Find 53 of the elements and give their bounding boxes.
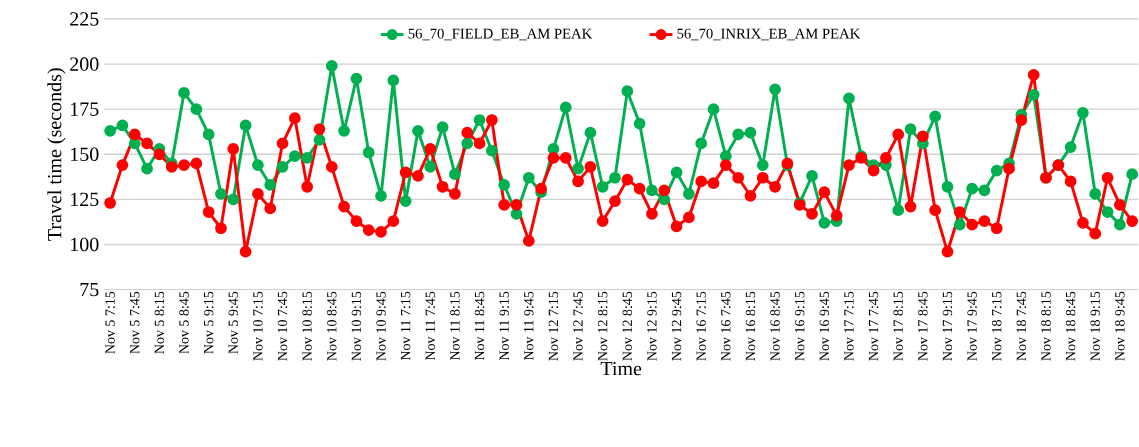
x-tick-label: Nov 18 7:15 <box>991 291 1002 361</box>
x-tick-label: Nov 17 7:15 <box>844 291 854 361</box>
x-tick-label: Nov 16 7:15 <box>696 291 706 361</box>
x-tick-label: Nov 5 8:45 <box>179 291 189 354</box>
x-tick-label: Nov 12 7:15 <box>548 291 559 361</box>
x-tick-label: Nov 17 8:15 <box>893 291 903 361</box>
x-tick-label: Nov 12 9:45 <box>671 291 682 361</box>
y-tick-label: 175 <box>71 102 99 116</box>
x-tick-label: Nov 16 7:45 <box>721 291 731 361</box>
x-tick-label: Nov 10 9:15 <box>351 291 362 361</box>
x-tick-label: Nov 10 7:15 <box>253 291 263 361</box>
x-tick-label: Nov 5 8:15 <box>154 291 165 354</box>
x-tick-label: Nov 17 9:45 <box>967 291 977 361</box>
x-tick-label: Nov 11 9:15 <box>499 291 509 361</box>
y-tick-label: 225 <box>70 12 99 26</box>
x-tick-label: Nov 16 8:45 <box>770 291 780 361</box>
x-tick-label: Nov 5 9:15 <box>203 291 214 354</box>
legend-label: 56_70_FIELD_EB_AM PEAK <box>408 28 593 41</box>
y-tick-label: 75 <box>80 283 99 297</box>
x-tick-label: Nov 11 8:45 <box>474 291 485 361</box>
y-tick-label: 125 <box>71 192 99 207</box>
x-tick-label: Nov 18 8:45 <box>1065 291 1076 361</box>
x-tick-label: Nov 17 7:45 <box>868 291 879 361</box>
x-tick-label: Nov 16 8:15 <box>745 291 756 361</box>
x-tick-label: Nov 12 7:45 <box>573 291 583 361</box>
x-tick-label: Nov 12 9:15 <box>647 291 657 361</box>
x-tick-label: Nov 16 9:15 <box>794 291 805 361</box>
x-tick-label: Nov 10 8:45 <box>327 291 337 361</box>
x-tick-label: Nov 18 8:15 <box>1041 291 1051 361</box>
x-tick-label: Nov 18 9:15 <box>1090 291 1100 361</box>
x-tick-label: Nov 17 8:45 <box>918 291 928 361</box>
x-tick-label: Nov 18 7:45 <box>1016 291 1027 361</box>
x-tick-label: Nov 5 9:45 <box>228 291 238 354</box>
y-tick-label: 150 <box>71 147 99 162</box>
y-tick-label: 100 <box>71 237 99 252</box>
x-tick-label: Nov 11 8:15 <box>450 291 460 361</box>
y-axis-title: Travel time (seconds) <box>47 68 66 241</box>
x-tick-label: Nov 10 9:45 <box>376 291 386 361</box>
x-tick-label: Nov 11 7:45 <box>425 291 435 361</box>
x-tick-label: Nov 12 8:15 <box>597 291 608 361</box>
x-tick-label: Nov 11 9:45 <box>524 291 534 361</box>
x-tick-label: Nov 12 8:45 <box>622 291 633 361</box>
y-tick-label: 200 <box>70 57 99 71</box>
legend-label: 56_70_INRIX_EB_AM PEAK <box>677 28 861 41</box>
x-tick-label: Nov 17 9:15 <box>942 291 953 361</box>
x-tick-label: Nov 11 7:15 <box>400 291 411 361</box>
x-tick-label: Nov 16 9:45 <box>819 291 830 361</box>
x-tick-label: Nov 10 8:15 <box>302 291 312 361</box>
x-tick-label: Nov 18 9:45 <box>1115 291 1125 361</box>
x-tick-label: Nov 10 7:45 <box>277 291 288 361</box>
x-axis-title: Time <box>600 361 642 376</box>
x-tick-label: Nov 5 7:15 <box>105 291 115 354</box>
x-tick-label: Nov 5 7:45 <box>130 291 140 354</box>
